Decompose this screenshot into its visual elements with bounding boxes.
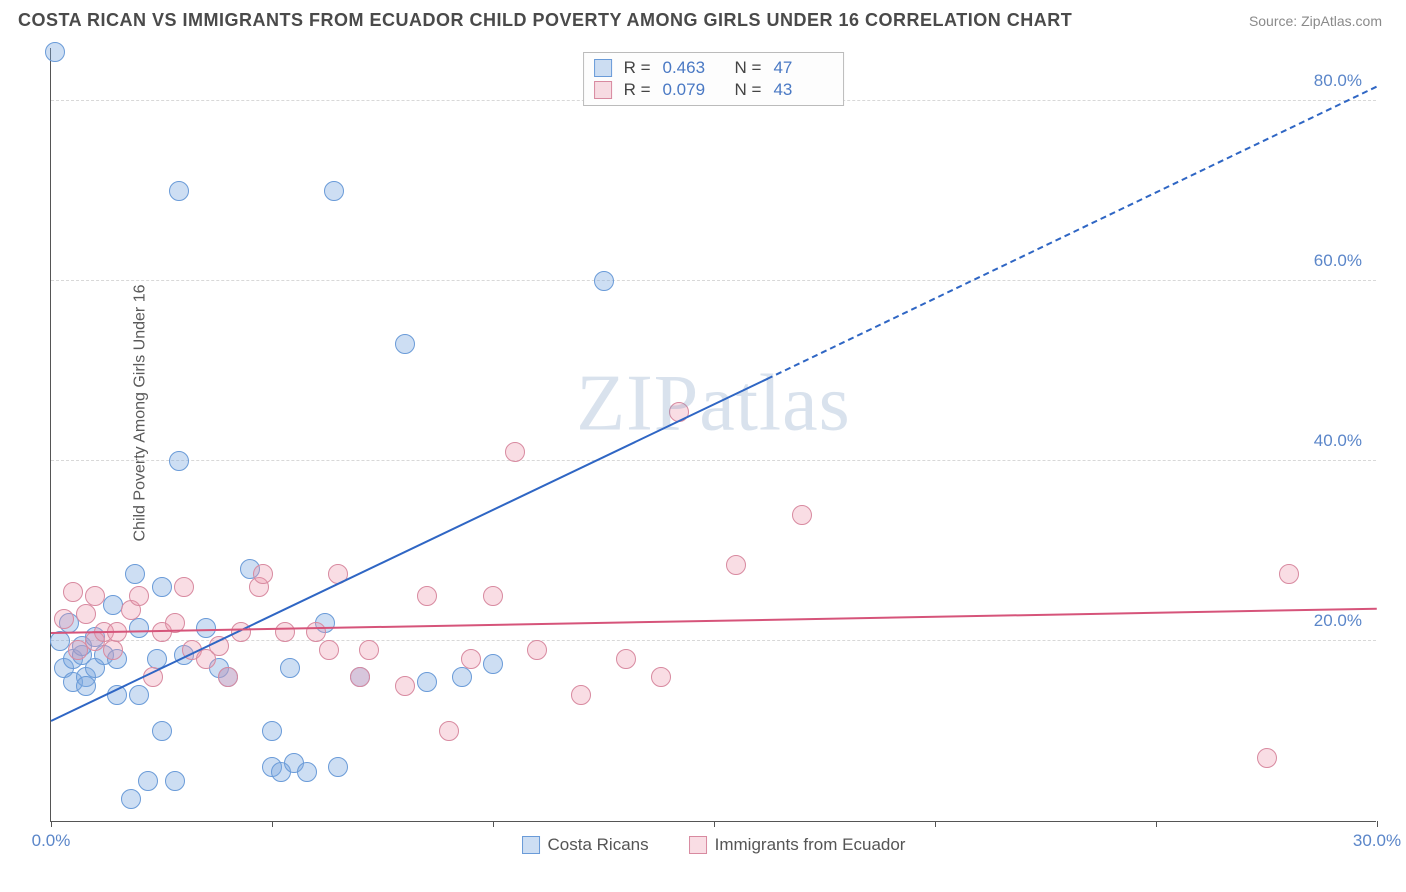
scatter-point-ecuador (319, 640, 339, 660)
r-value: 0.079 (663, 80, 723, 100)
scatter-point-ecuador (527, 640, 547, 660)
scatter-point-ecuador (461, 649, 481, 669)
scatter-point-ecuador (129, 586, 149, 606)
scatter-point-ecuador (616, 649, 636, 669)
correlation-chart: Child Poverty Among Girls Under 16 ZIPat… (18, 44, 1388, 844)
scatter-point-ecuador (417, 586, 437, 606)
n-value: 43 (773, 80, 833, 100)
trendline-ecuador (51, 608, 1377, 634)
r-label: R = (624, 58, 651, 78)
x-tick (714, 821, 715, 827)
stat-row-costa-ricans: R = 0.463 N = 47 (594, 57, 834, 79)
scatter-point-ecuador (651, 667, 671, 687)
n-label: N = (735, 80, 762, 100)
scatter-point-costa-ricans (280, 658, 300, 678)
scatter-point-ecuador (306, 622, 326, 642)
n-label: N = (735, 58, 762, 78)
scatter-point-costa-ricans (152, 721, 172, 741)
x-tick (935, 821, 936, 827)
scatter-point-costa-ricans (324, 181, 344, 201)
scatter-point-ecuador (85, 586, 105, 606)
x-tick (1377, 821, 1378, 827)
scatter-point-costa-ricans (121, 789, 141, 809)
scatter-point-costa-ricans (452, 667, 472, 687)
series-legend: Costa Ricans Immigrants from Ecuador (522, 835, 906, 855)
scatter-point-ecuador (505, 442, 525, 462)
scatter-point-ecuador (571, 685, 591, 705)
scatter-point-costa-ricans (76, 676, 96, 696)
scatter-point-ecuador (359, 640, 379, 660)
trendline-costa-ricans-dashed (767, 86, 1378, 380)
scatter-point-ecuador (350, 667, 370, 687)
scatter-point-costa-ricans (125, 564, 145, 584)
legend-label: Costa Ricans (548, 835, 649, 855)
scatter-point-ecuador (395, 676, 415, 696)
x-tick-label: 30.0% (1353, 831, 1401, 851)
scatter-point-costa-ricans (152, 577, 172, 597)
scatter-point-costa-ricans (328, 757, 348, 777)
y-tick-label: 80.0% (1310, 71, 1366, 91)
scatter-point-costa-ricans (138, 771, 158, 791)
scatter-point-ecuador (54, 609, 74, 629)
stat-legend: R = 0.463 N = 47 R = 0.079 N = 43 (583, 52, 845, 106)
scatter-point-ecuador (439, 721, 459, 741)
stat-row-ecuador: R = 0.079 N = 43 (594, 79, 834, 101)
gridline (51, 640, 1376, 641)
swatch-costa-ricans (522, 836, 540, 854)
n-value: 47 (773, 58, 833, 78)
r-value: 0.463 (663, 58, 723, 78)
x-tick-label: 0.0% (32, 831, 71, 851)
scatter-point-costa-ricans (196, 618, 216, 638)
gridline (51, 460, 1376, 461)
x-tick (493, 821, 494, 827)
scatter-point-costa-ricans (594, 271, 614, 291)
x-tick (51, 821, 52, 827)
scatter-point-ecuador (76, 604, 96, 624)
scatter-point-costa-ricans (262, 721, 282, 741)
swatch-costa-ricans (594, 59, 612, 77)
scatter-point-ecuador (1279, 564, 1299, 584)
scatter-point-costa-ricans (165, 771, 185, 791)
r-label: R = (624, 80, 651, 100)
scatter-point-costa-ricans (297, 762, 317, 782)
swatch-ecuador (689, 836, 707, 854)
scatter-point-costa-ricans (45, 42, 65, 62)
legend-item-ecuador: Immigrants from Ecuador (689, 835, 906, 855)
scatter-point-ecuador (1257, 748, 1277, 768)
y-tick-label: 40.0% (1310, 431, 1366, 451)
scatter-point-ecuador (63, 582, 83, 602)
scatter-point-costa-ricans (483, 654, 503, 674)
scatter-point-costa-ricans (169, 451, 189, 471)
scatter-point-costa-ricans (395, 334, 415, 354)
y-tick-label: 60.0% (1310, 251, 1366, 271)
scatter-point-costa-ricans (129, 685, 149, 705)
scatter-point-costa-ricans (169, 181, 189, 201)
scatter-point-costa-ricans (417, 672, 437, 692)
x-tick (1156, 821, 1157, 827)
scatter-point-ecuador (275, 622, 295, 642)
gridline (51, 280, 1376, 281)
scatter-point-costa-ricans (129, 618, 149, 638)
scatter-point-ecuador (174, 577, 194, 597)
source-attribution: Source: ZipAtlas.com (1249, 13, 1382, 29)
legend-label: Immigrants from Ecuador (715, 835, 906, 855)
page-title: COSTA RICAN VS IMMIGRANTS FROM ECUADOR C… (18, 10, 1072, 31)
scatter-point-ecuador (103, 640, 123, 660)
scatter-point-ecuador (253, 564, 273, 584)
y-tick-label: 20.0% (1310, 611, 1366, 631)
swatch-ecuador (594, 81, 612, 99)
x-tick (272, 821, 273, 827)
scatter-point-ecuador (218, 667, 238, 687)
plot-area: ZIPatlas R = 0.463 N = 47 R = 0.079 N = … (50, 48, 1376, 822)
scatter-point-ecuador (792, 505, 812, 525)
scatter-point-ecuador (483, 586, 503, 606)
legend-item-costa-ricans: Costa Ricans (522, 835, 649, 855)
scatter-point-ecuador (726, 555, 746, 575)
